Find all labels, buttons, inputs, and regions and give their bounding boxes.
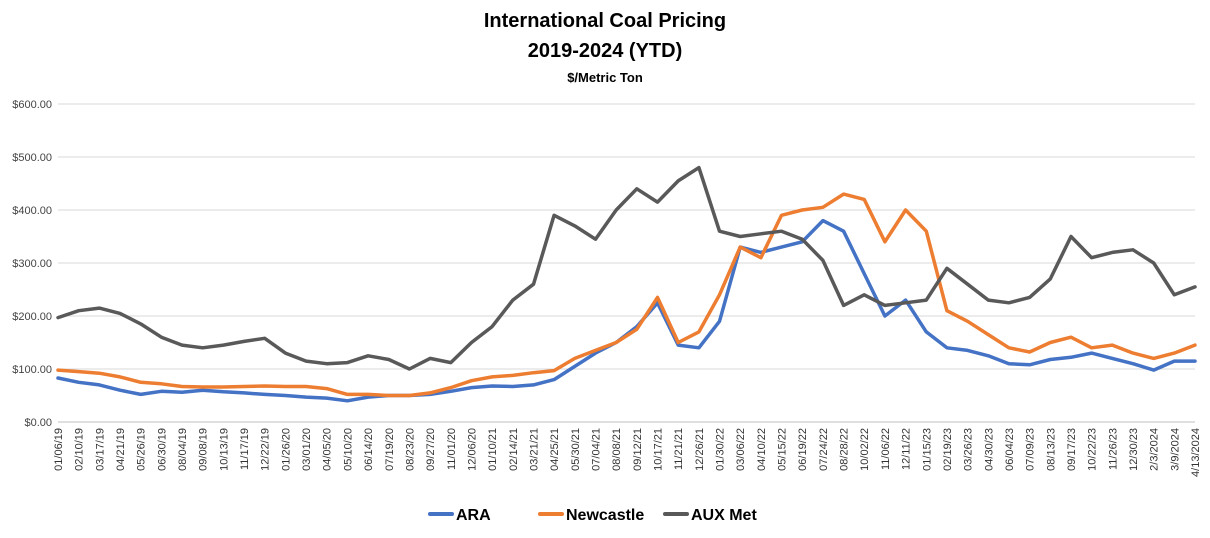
x-tick-label: 03/26/23: [963, 428, 975, 471]
x-tick-label: 06/30/19: [156, 428, 168, 471]
y-tick-label: $200.00: [12, 311, 52, 323]
x-tick-label: 03/06/22: [735, 428, 747, 471]
x-tick-label: 12/30/23: [1128, 428, 1140, 471]
x-tick-label: 07/09/23: [1025, 428, 1037, 471]
x-tick-label: 05/30/21: [570, 428, 582, 471]
y-tick-label: $0.00: [24, 417, 52, 429]
x-tick-label: 04/25/21: [549, 428, 561, 471]
x-tick-label: 09/12/21: [632, 428, 644, 471]
x-tick-label: 04/21/19: [115, 428, 127, 471]
x-tick-label: 08/13/23: [1045, 428, 1057, 471]
x-tick-label: 08/04/19: [177, 428, 189, 471]
x-tick-label: 03/01/20: [301, 428, 313, 471]
legend-label: ARA: [456, 507, 491, 524]
y-tick-label: $500.00: [12, 152, 52, 164]
x-tick-label: 10/02/22: [859, 428, 871, 471]
legend-label: Newcastle: [566, 507, 644, 524]
x-tick-label: 05/26/19: [136, 428, 148, 471]
x-tick-label: 03/21/21: [528, 428, 540, 471]
x-tick-label: 12/26/21: [694, 428, 706, 471]
series-line-ara: [56, 218, 1197, 403]
x-tick-label: 01/26/20: [280, 428, 292, 471]
x-tick-label: 09/27/20: [425, 428, 437, 471]
chart-units-label: $/Metric Ton: [567, 70, 643, 85]
x-tick-label: 02/14/21: [508, 428, 520, 471]
x-tick-label: 04/30/23: [983, 428, 995, 471]
x-tick-label: 01/06/19: [53, 428, 65, 471]
x-tick-label: 11/26/23: [1107, 428, 1119, 470]
y-tick-label: $300.00: [12, 258, 52, 270]
x-tick-label: 02/19/23: [942, 428, 954, 471]
x-tick-label: 11/01/20: [446, 428, 458, 470]
x-tick-label: 08/08/21: [611, 428, 623, 471]
x-tick-label: 07/19/20: [384, 428, 396, 471]
x-tick-label: 01/30/22: [715, 428, 727, 471]
x-tick-label: 10/17/21: [653, 428, 665, 471]
chart-subtitle: 2019-2024 (YTD): [527, 40, 683, 62]
x-tick-label: 06/14/20: [363, 428, 375, 471]
x-tick-label: 2/3/2024: [1149, 428, 1161, 471]
x-tick-label: 08/23/20: [404, 428, 416, 471]
x-tick-label: 07/04/21: [590, 428, 602, 471]
x-tick-label: 04/10/22: [756, 428, 768, 471]
x-tick-label: 01/10/21: [487, 428, 499, 471]
x-tick-label: 06/04/23: [1004, 428, 1016, 471]
x-tick-label: 12/06/20: [466, 428, 478, 471]
x-tick-label: 08/28/22: [839, 428, 851, 471]
x-tick-label: 05/10/20: [342, 428, 354, 471]
x-tick-label: 3/9/2024: [1169, 428, 1181, 471]
y-tick-label: $400.00: [12, 205, 52, 217]
x-tick-label: 12/11/22: [901, 428, 913, 470]
x-tick-label: 01/15/23: [921, 428, 933, 471]
x-tick-label: 11/17/19: [239, 428, 251, 470]
x-tick-label: 12/22/19: [260, 428, 272, 471]
x-tick-label: 06/19/22: [797, 428, 809, 471]
x-tick-label: 4/13/2024: [1190, 428, 1202, 477]
x-tick-label: 09/08/19: [198, 428, 210, 471]
x-tick-label: 05/15/22: [777, 428, 789, 471]
x-tick-label: 04/05/20: [322, 428, 334, 471]
x-tick-label: 10/13/19: [218, 428, 230, 471]
x-tick-label: 11/06/22: [880, 428, 892, 470]
legend-label: AUX Met: [691, 507, 757, 524]
x-tick-label: 11/21/21: [673, 428, 685, 470]
y-tick-label: $100.00: [12, 364, 52, 376]
x-tick-label: 03/17/19: [94, 428, 106, 471]
series-line-aux-met: [56, 165, 1197, 371]
x-tick-label: 07/24/22: [818, 428, 830, 471]
x-tick-label: 10/22/23: [1087, 428, 1099, 471]
y-tick-label: $600.00: [12, 99, 52, 111]
x-tick-label: 09/17/23: [1066, 428, 1078, 471]
series-line-newcastle: [56, 192, 1197, 398]
chart-title: International Coal Pricing: [483, 10, 727, 32]
x-tick-label: 02/10/19: [74, 428, 86, 471]
